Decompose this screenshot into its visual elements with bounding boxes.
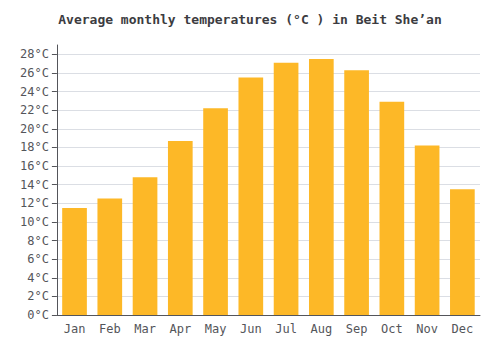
- svg-text:Nov: Nov: [416, 322, 438, 336]
- svg-text:Feb: Feb: [99, 322, 121, 336]
- svg-text:10°C: 10°C: [20, 215, 49, 229]
- svg-text:26°C: 26°C: [20, 66, 49, 80]
- svg-text:Sep: Sep: [346, 322, 368, 336]
- svg-text:Apr: Apr: [169, 322, 191, 336]
- svg-text:16°C: 16°C: [20, 159, 49, 173]
- svg-text:28°C: 28°C: [20, 47, 49, 61]
- svg-text:8°C: 8°C: [27, 234, 49, 248]
- svg-text:4°C: 4°C: [27, 271, 49, 285]
- svg-text:12°C: 12°C: [20, 196, 49, 210]
- svg-text:Oct: Oct: [381, 322, 403, 336]
- svg-text:18°C: 18°C: [20, 140, 49, 154]
- svg-text:24°C: 24°C: [20, 85, 49, 99]
- svg-text:May: May: [205, 322, 227, 336]
- svg-text:Jul: Jul: [275, 322, 297, 336]
- svg-text:Jan: Jan: [64, 322, 86, 336]
- svg-text:6°C: 6°C: [27, 252, 49, 266]
- svg-text:14°C: 14°C: [20, 178, 49, 192]
- svg-text:Dec: Dec: [452, 322, 474, 336]
- svg-text:20°C: 20°C: [20, 122, 49, 136]
- svg-text:Average monthly temperatures (: Average monthly temperatures (°C ) in Be…: [58, 12, 442, 27]
- svg-text:Mar: Mar: [134, 322, 156, 336]
- svg-text:Jun: Jun: [240, 322, 262, 336]
- svg-text:2°C: 2°C: [27, 289, 49, 303]
- svg-text:22°C: 22°C: [20, 103, 49, 117]
- svg-text:0°C: 0°C: [27, 308, 49, 322]
- svg-text:Aug: Aug: [310, 322, 332, 336]
